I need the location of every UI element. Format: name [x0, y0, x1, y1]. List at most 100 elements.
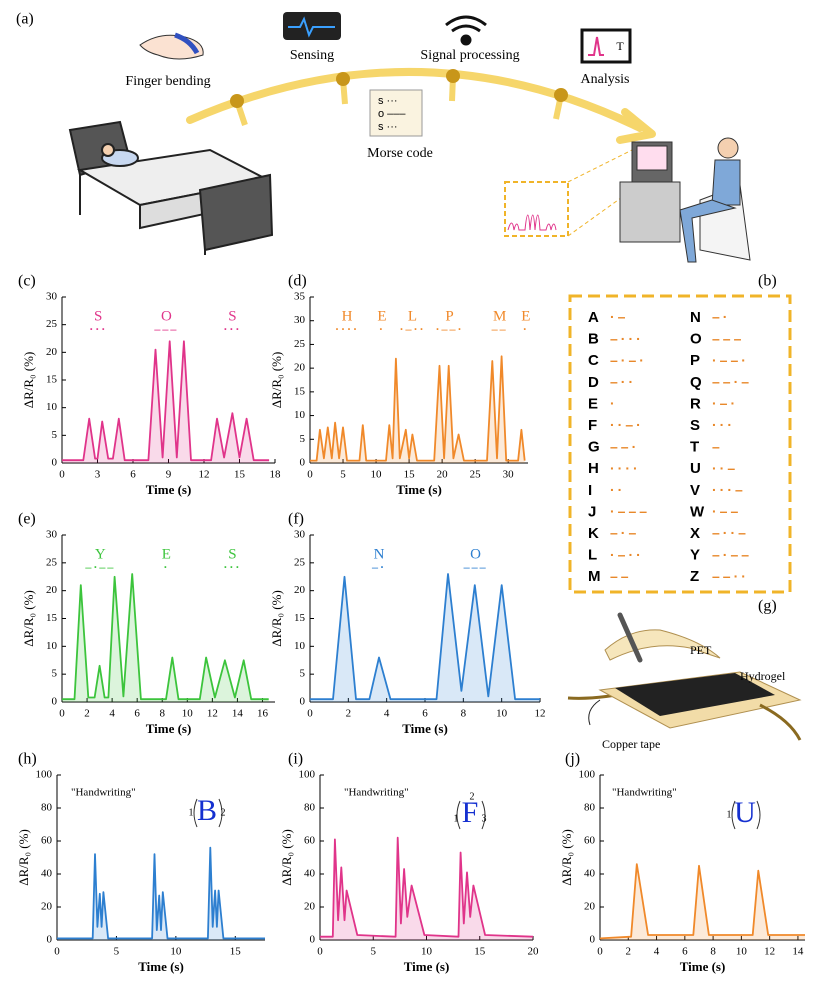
area-fill — [310, 574, 540, 702]
stroke-arrow — [456, 800, 486, 830]
morse-letter: D — [588, 374, 599, 391]
morse-letter: J — [588, 503, 596, 520]
y-tick-label: 15 — [46, 612, 58, 624]
y-tick-label: 5 — [300, 668, 306, 680]
x-tick-label: 8 — [461, 708, 467, 720]
y-tick-label: 15 — [294, 612, 306, 624]
x-tick-label: 0 — [597, 946, 603, 958]
morse-code: –·· — [610, 374, 636, 390]
morse-letter: A — [588, 309, 599, 326]
y-tick-label: 0 — [310, 934, 316, 946]
morse-code: ··· — [223, 322, 241, 336]
x-tick-label: 6 — [130, 469, 136, 481]
y-tick-label: 20 — [294, 362, 306, 374]
label: Signal processing — [420, 48, 519, 63]
panel-label: (c) — [18, 273, 36, 290]
x-tick-label: 8 — [710, 946, 716, 958]
morse-code: –– — [610, 568, 632, 584]
x-tick-label: 6 — [134, 708, 140, 720]
inset-signal — [507, 214, 557, 231]
note: "Handwriting" — [344, 787, 409, 799]
data-line — [599, 863, 805, 940]
morse-code: –·–– — [84, 560, 115, 574]
y-tick-label: 20 — [294, 584, 306, 596]
icon-letter: T — [616, 39, 624, 53]
morse-table: A ·–B –···C –·–·D –··E ·F ··–·G ––·H ····I ··J ·––… — [588, 309, 749, 585]
bed — [68, 120, 274, 255]
label: Morse code — [367, 146, 433, 161]
y-tick-label: 60 — [584, 835, 596, 847]
morse-code: ·––· — [712, 352, 749, 368]
panel-label: (j) — [565, 751, 580, 768]
data-line — [57, 846, 265, 940]
panel-label: (e) — [18, 511, 36, 528]
y-tick-label: 20 — [304, 901, 316, 913]
x-tick-label: 4 — [654, 946, 660, 958]
y-axis-label: ΔR/R₀ (%) — [21, 590, 36, 647]
x-tick-label: 20 — [528, 946, 540, 958]
morse-letter: C — [588, 352, 599, 369]
x-tick-label: 3 — [95, 469, 101, 481]
hand-sensor — [174, 32, 200, 55]
y-tick-label: 5 — [300, 433, 306, 445]
y-axis-label: ΔR/R₀ (%) — [279, 829, 294, 886]
y-tick-label: 0 — [300, 457, 306, 469]
x-tick-label: 5 — [371, 946, 377, 958]
morse-letter: S — [690, 417, 700, 434]
morse-letter: O — [470, 546, 481, 562]
y-tick-label: 25 — [294, 338, 306, 350]
morse-letter: M — [588, 568, 601, 585]
morse-letter: L — [408, 308, 417, 324]
x-tick-label: 0 — [307, 469, 313, 481]
y-axis-label: ΔR/R₀ (%) — [21, 352, 36, 409]
morse-letter: E — [377, 308, 386, 324]
morse-letter: U — [690, 460, 701, 477]
x-axis-label: Time (s) — [680, 959, 726, 974]
glyph: F — [462, 796, 479, 829]
morse-letter: O — [161, 308, 172, 324]
morse-letter: S — [228, 546, 236, 562]
stroke-number: 2 — [470, 791, 475, 802]
morse-code: ···· — [610, 460, 641, 476]
x-tick-label: 0 — [317, 946, 323, 958]
morse-box — [568, 294, 792, 594]
morse-letter: V — [690, 482, 700, 499]
y-axis-label: ΔR/R₀ (%) — [269, 352, 284, 409]
morse-code: · — [610, 395, 618, 411]
morse-letter: I — [588, 482, 592, 499]
morse-letter: T — [690, 439, 699, 456]
panel-label: (b) — [758, 273, 777, 290]
panel-label: (g) — [758, 598, 777, 615]
x-tick-label: 15 — [234, 469, 246, 481]
morse-code: ·· — [610, 482, 625, 498]
y-tick-label: 10 — [294, 640, 306, 652]
nurse-station — [619, 137, 751, 263]
morse-letter: S — [228, 308, 236, 324]
morse-letter: P — [445, 308, 453, 324]
morse-letter: E — [162, 546, 171, 562]
x-tick-label: 0 — [59, 469, 65, 481]
morse-card — [369, 89, 423, 137]
y-tick-label: 60 — [304, 835, 316, 847]
arc-dots — [230, 69, 568, 108]
x-tick-label: 10 — [496, 708, 508, 720]
morse-code: ·– — [610, 309, 628, 325]
x-axis-label: Time (s) — [138, 959, 184, 974]
stroke-number: 1 — [727, 809, 732, 820]
morse-letter: H — [588, 460, 599, 477]
stroke-number: 1 — [454, 813, 459, 824]
x-tick-label: 15 — [230, 946, 242, 958]
y-tick-label: 0 — [52, 696, 58, 708]
morse-letter: G — [588, 439, 600, 456]
stroke-number: 3 — [482, 813, 487, 824]
y-tick-label: 15 — [46, 374, 58, 386]
label: Copper tape — [602, 737, 660, 751]
y-tick-label: 80 — [41, 802, 53, 814]
card-line: s ··· — [378, 121, 398, 133]
morse-code: –· — [371, 560, 386, 574]
y-tick-label: 80 — [304, 802, 316, 814]
area-fill — [320, 837, 533, 940]
morse-code: ––·· — [712, 568, 749, 584]
morse-code: ·––– — [610, 503, 650, 519]
data-line — [320, 836, 534, 938]
